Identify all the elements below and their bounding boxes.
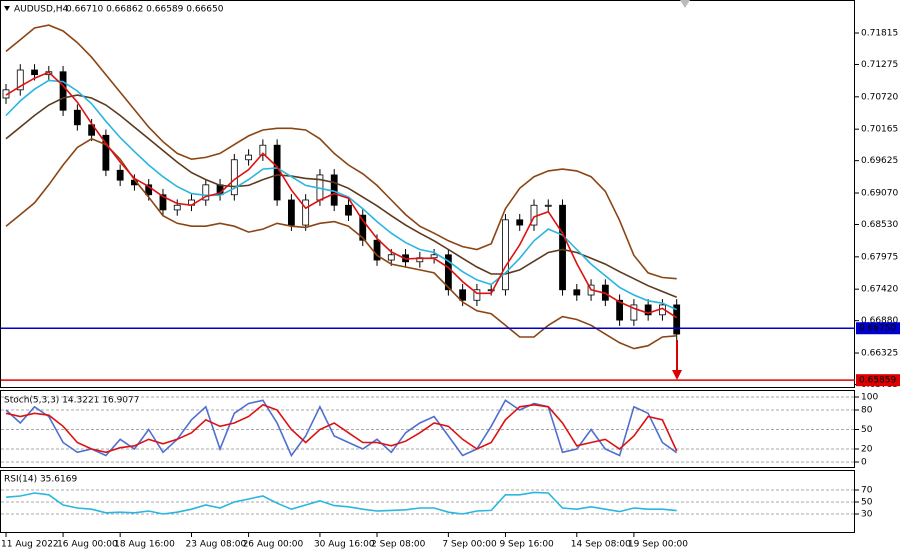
candle-body (159, 194, 167, 211)
candle-body (31, 69, 38, 76)
indicator-line (5, 491, 677, 515)
ohlc-readout: 0.66710 0.66862 0.66589 0.66650 (66, 5, 224, 15)
candle-body (302, 199, 310, 226)
candle-body (644, 304, 652, 316)
x-tick-label: 19 Sep 00:00 (628, 540, 688, 550)
x-tick-label: 14 Sep 08:00 (571, 540, 631, 550)
candle-body (16, 69, 24, 91)
candle-body (616, 299, 624, 321)
y-tick-label: 0.70720 (861, 92, 898, 102)
y-tick-label: 70 (861, 486, 873, 496)
indicator-line (5, 24, 677, 280)
candle-body (345, 204, 352, 216)
candle-body (502, 219, 509, 291)
price-tag-label: 0.66750 (859, 324, 896, 334)
indicator-line (5, 71, 678, 319)
price-tag (856, 374, 900, 387)
candle-body (459, 289, 467, 301)
candle-body (73, 109, 81, 126)
candle-body (444, 254, 452, 291)
candle-body (430, 254, 438, 259)
x-tick-label: 9 Sep 16:00 (499, 540, 554, 550)
x-tick-label: 26 Aug 00:00 (243, 540, 304, 550)
indicator-line (5, 403, 678, 454)
candle-body (387, 254, 395, 261)
y-tick-label: 80 (861, 406, 873, 416)
y-tick-label: 0.66325 (861, 349, 898, 359)
candle-body (473, 289, 481, 301)
candle-body (245, 154, 252, 161)
candle-body (373, 239, 381, 261)
candle-body (259, 144, 267, 156)
arrow-head (672, 370, 682, 380)
indicator-line (5, 137, 677, 350)
indicator-line (5, 94, 678, 299)
y-tick-label: 30 (861, 510, 873, 520)
y-tick-label: 0.69625 (861, 156, 898, 166)
candle-body (359, 214, 367, 241)
x-tick-label: 18 Aug 16:00 (114, 540, 175, 550)
y-tick-label: 0.69070 (861, 189, 898, 199)
stoch-title: Stoch(5,3,3) 14.3221 16.9077 (4, 396, 139, 406)
y-tick-label: 0.67420 (861, 285, 898, 295)
candle-body (630, 304, 638, 321)
y-tick-label: 0.66880 (861, 316, 898, 326)
x-tick-label: 11 Aug 2022 (1, 540, 59, 550)
x-tick-label: 23 Aug 08:00 (186, 540, 247, 550)
y-tick-label: 100 (861, 393, 878, 403)
candle-body (59, 71, 67, 111)
y-tick-label: 50 (861, 425, 873, 435)
y-tick-label: 20 (861, 445, 873, 455)
candle-body (573, 289, 581, 296)
candle-body (516, 219, 524, 226)
price-tag (856, 322, 900, 335)
candle-body (145, 184, 153, 196)
price-tag-label: 0.65859 (859, 376, 896, 386)
y-tick-label: 0.67975 (861, 252, 898, 262)
y-tick-label: 0 (861, 458, 867, 468)
y-tick-label: 50 (861, 498, 873, 508)
candle-body (544, 204, 552, 207)
y-tick-label: 0.71275 (861, 60, 898, 70)
rsi-title: RSI(14) 35.6169 (4, 475, 77, 485)
candle-body (173, 204, 181, 211)
chart-title: AUDUSD,H4 (14, 5, 69, 15)
menu-triangle[interactable] (4, 6, 10, 11)
indicator-line (5, 399, 678, 458)
candle-body (487, 289, 495, 292)
candle-body (202, 184, 210, 201)
x-tick-label: 7 Sep 00:00 (442, 540, 497, 550)
candle-body (102, 134, 110, 171)
y-tick-label: 0.71815 (861, 28, 898, 38)
shift-marker (680, 0, 690, 8)
candle-body (559, 204, 566, 291)
candle-body (116, 169, 124, 181)
candle-body (273, 144, 281, 201)
y-tick-label: 0.70165 (861, 125, 898, 135)
x-tick-label: 16 Aug 00:00 (57, 540, 118, 550)
x-tick-label: 2 Sep 08:00 (371, 540, 426, 550)
y-tick-label: 0.68530 (861, 220, 898, 230)
x-tick-label: 30 Aug 16:00 (314, 540, 375, 550)
candle-body (287, 199, 295, 226)
main-panel (0, 0, 855, 388)
candle-body (673, 304, 681, 335)
